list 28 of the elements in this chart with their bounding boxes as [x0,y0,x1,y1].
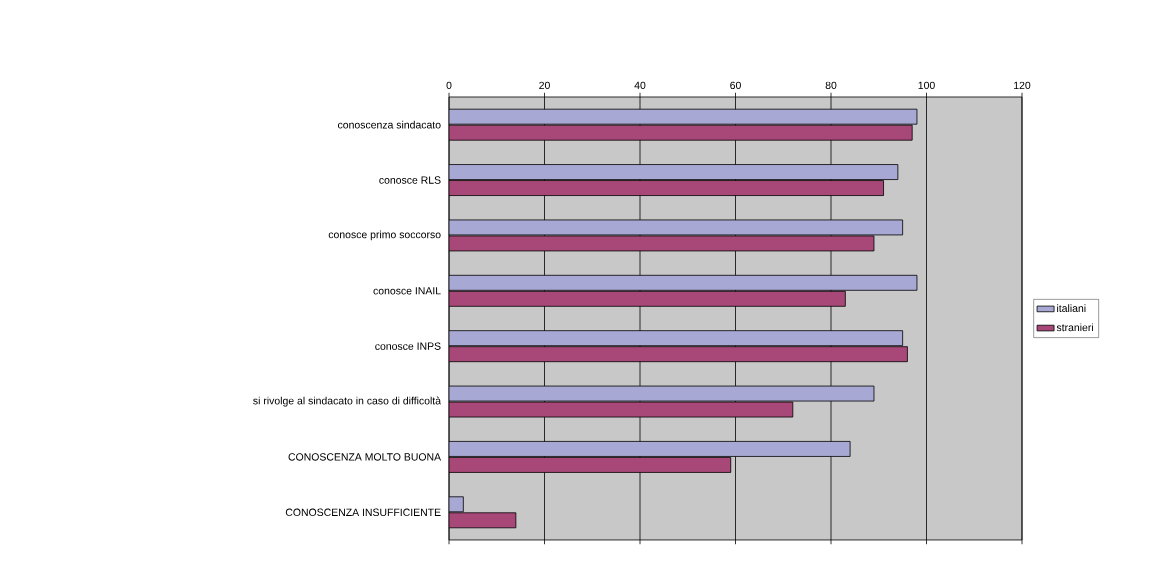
y-tick-label: CONOSCENZA INSUFFICIENTE [285,508,441,517]
bar [449,512,517,529]
bar [449,457,732,473]
x-tick-label: 80 [825,81,837,90]
y-tick-label: conosce INPS [375,342,441,350]
y-tick-label: CONOSCENZA MOLTO BUONA [288,453,442,461]
x-tick-label: 0 [446,81,452,90]
bar [449,330,904,347]
x-tick-label: 60 [730,81,741,90]
legend-label: stranieri [1056,323,1093,332]
bar [449,108,918,125]
bar [449,441,851,457]
legend-label: italiani [1057,304,1086,313]
y-tick-label: conosce INAIL [373,287,441,295]
y-tick-label: conosce RLS [379,176,441,184]
x-tick-label: 120 [1014,81,1031,90]
bar [449,346,908,363]
y-tick-label: si rivolge al sindacato in caso di difficoltà [253,396,442,407]
y-tick-label: conoscenza sindacato [337,120,441,129]
x-tick-label: 40 [634,81,646,90]
bar [449,180,884,196]
x-tick-label: 100 [918,81,935,90]
bar [449,124,913,141]
x-tick-label: 20 [539,81,550,90]
bar [449,164,899,180]
bar [449,290,846,307]
bar [449,274,918,291]
y-tick-label: conosce primo soccorso [328,230,441,241]
